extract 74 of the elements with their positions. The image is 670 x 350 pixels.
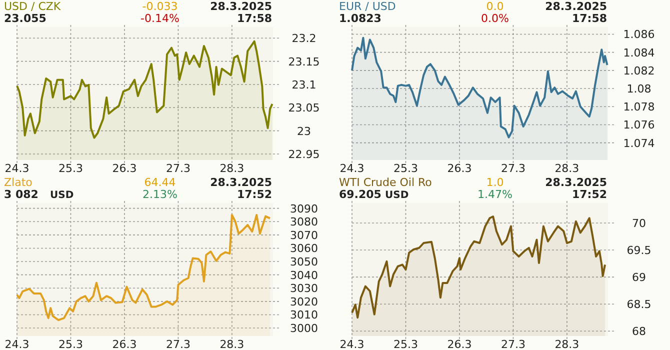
y-tick-label: 3020 (290, 295, 318, 308)
text: -0.14% (140, 12, 180, 25)
x-tick-label: 26.3 (447, 338, 472, 350)
y-tick-label: 70 (632, 217, 646, 230)
text: 28.3.2025 (545, 0, 607, 13)
x-tick-label: 26.3 (112, 338, 137, 350)
y-tick-label: 68 (632, 325, 646, 338)
text: 0.0 (486, 0, 504, 13)
y-tick-label: 1.076 (623, 118, 655, 132)
x-tick-label: 27.3 (500, 338, 526, 350)
text: USD (385, 190, 409, 201)
text: 28.3.2025 (210, 0, 272, 13)
text: 1.0823 (339, 12, 382, 25)
y-tick-label: 3050 (290, 256, 318, 269)
y-tick-label: 3090 (290, 202, 318, 216)
chart-title: USD / CZK (4, 0, 62, 13)
x-tick-label: 27.3 (166, 338, 190, 350)
text: 0.0% (481, 12, 509, 25)
y-tick-label: 1.082 (623, 64, 655, 78)
y-tick-label: 68.5 (626, 298, 652, 312)
y-tick-label: 3010 (290, 308, 318, 322)
y-tick-label: 3060 (290, 242, 318, 256)
x-tick-label: 24.3 (4, 338, 30, 350)
text: 17:52 (572, 188, 607, 201)
text: 64.44 (144, 176, 176, 189)
chart-title: WTI Crude Oil Ro (339, 176, 432, 189)
text: 23.055 (4, 12, 46, 25)
y-tick-label: 3070 (290, 228, 318, 242)
y-tick-label: 23.2 (292, 32, 316, 46)
y-tick-label: 1.08 (626, 82, 652, 96)
y-tick-label: 3030 (290, 282, 318, 296)
text: 1.0 (486, 176, 504, 189)
x-tick-label: 26.3 (112, 162, 137, 175)
x-tick-label: 26.3 (447, 162, 472, 175)
y-tick-label: 23.05 (288, 102, 320, 115)
y-tick-label: 23.1 (292, 78, 316, 92)
text: 17:58 (236, 12, 272, 25)
text: -0.033 (142, 0, 178, 13)
text: 28.3.2025 (210, 176, 272, 189)
y-tick-label: 23 (297, 124, 311, 138)
y-tick-label: 22.95 (288, 148, 320, 161)
x-tick-label: 28.3 (220, 338, 244, 350)
y-tick-label: 3000 (290, 322, 318, 336)
x-tick-label: 28.3 (554, 338, 580, 350)
text: 17:58 (572, 12, 607, 25)
text: 69.205 (339, 188, 382, 201)
y-tick-label: 1.074 (623, 136, 655, 150)
text: 28.3.2025 (545, 176, 607, 189)
x-tick-label: 25.3 (393, 338, 418, 350)
x-tick-label: 25.3 (393, 162, 418, 175)
y-tick-label: 3080 (290, 216, 318, 229)
x-tick-label: 25.3 (58, 162, 83, 175)
y-tick-label: 69.5 (626, 244, 652, 258)
x-tick-label: 25.3 (58, 338, 83, 350)
text: 2.13% (142, 188, 178, 201)
text: 1.47% (478, 188, 512, 201)
x-tick-label: 28.3 (220, 162, 244, 175)
y-tick-label: 1.086 (623, 28, 655, 42)
x-tick-label: 28.3 (554, 162, 580, 175)
x-tick-label: 24.3 (4, 162, 30, 175)
x-tick-label: 27.3 (166, 162, 190, 175)
x-tick-label: 24.3 (340, 162, 364, 175)
x-tick-label: 27.3 (500, 162, 526, 175)
y-tick-label: 1.084 (623, 46, 655, 60)
text: USD (50, 190, 74, 201)
y-tick-label: 3040 (290, 268, 318, 282)
y-tick-label: 69 (632, 271, 646, 284)
chart-title: Zlato (4, 176, 33, 189)
y-tick-label: 23.15 (288, 55, 320, 68)
chart-title: EUR / USD (339, 0, 396, 13)
x-tick-label: 24.3 (340, 338, 364, 350)
text: 3 082 (4, 188, 38, 201)
y-tick-label: 1.078 (623, 100, 655, 114)
text: 17:52 (236, 188, 272, 201)
